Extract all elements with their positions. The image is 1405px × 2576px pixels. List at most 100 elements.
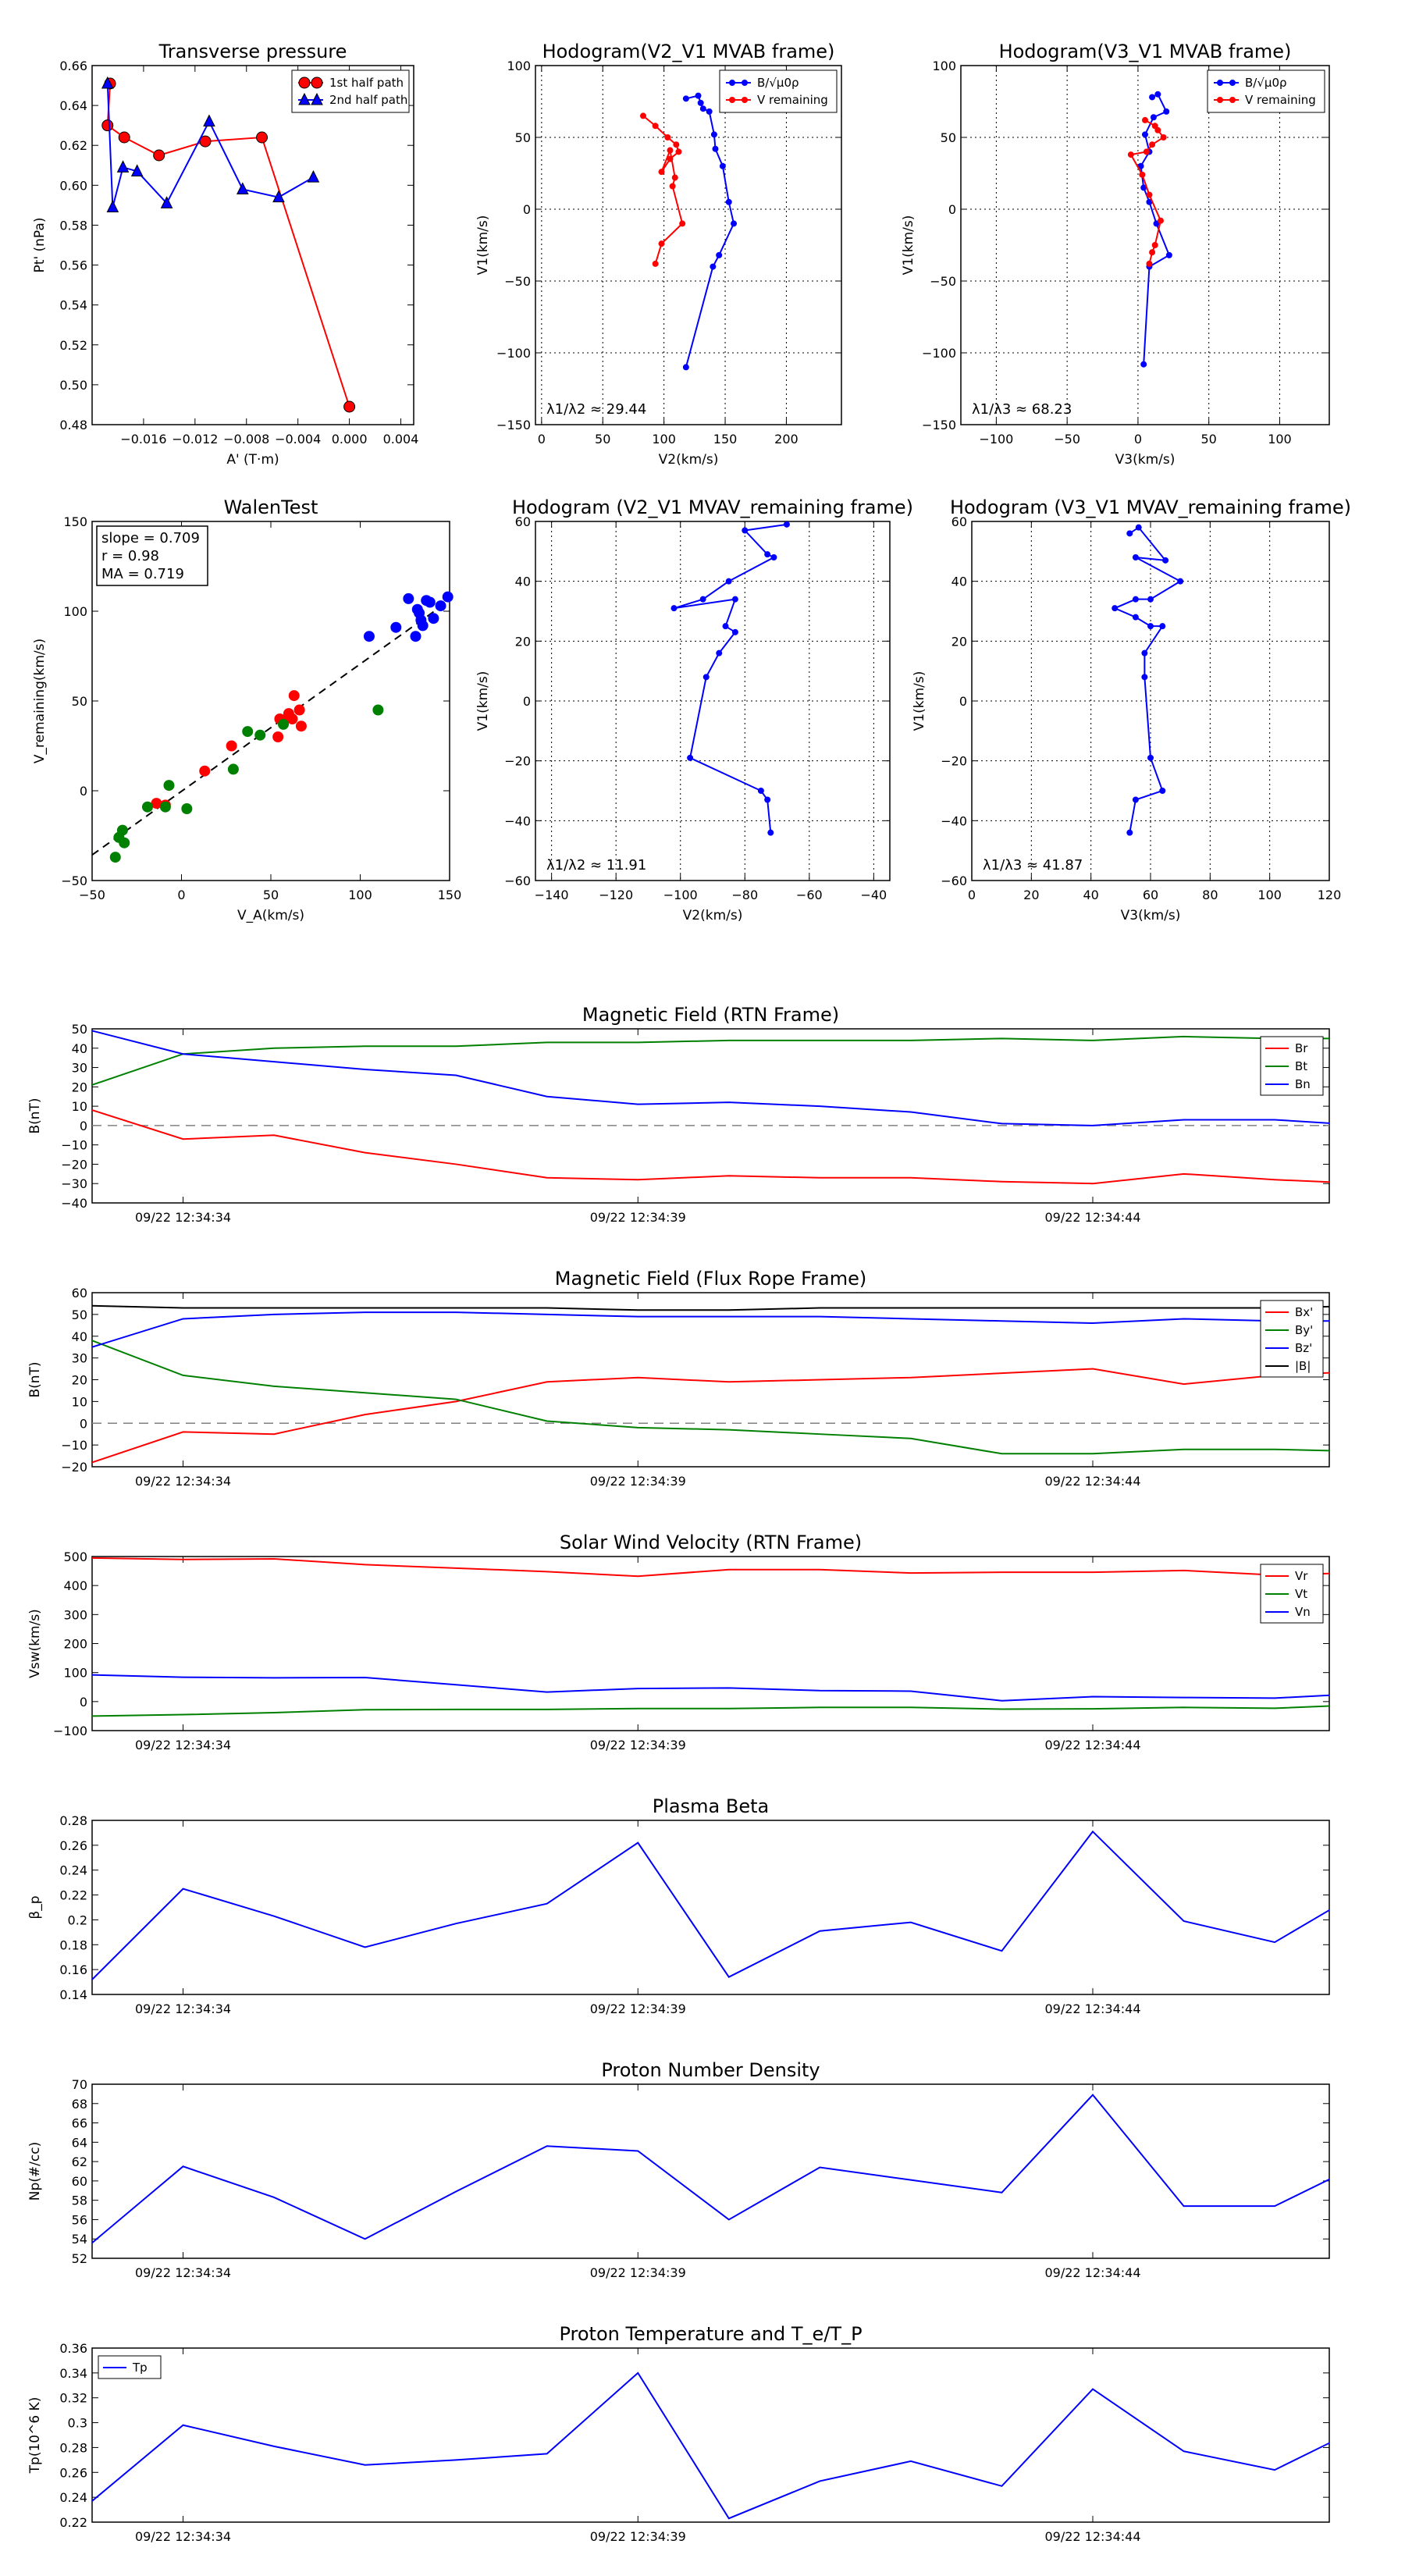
y-tick-label: 50 — [72, 1308, 87, 1322]
series-line — [92, 1830, 1329, 1980]
x-tick-label: 0 — [968, 888, 976, 902]
data-point — [1132, 796, 1139, 803]
y-tick-label: −150 — [496, 418, 531, 432]
data-point — [1149, 249, 1156, 256]
y-axis-label: Vsw(km/s) — [27, 1609, 43, 1678]
chart-title: Magnetic Field (Flux Rope Frame) — [555, 1268, 866, 1290]
y-tick-label: 0.24 — [59, 2490, 87, 2505]
y-tick-label: 60 — [515, 514, 531, 529]
data-point — [1132, 554, 1139, 560]
x-tick-label: 09/22 12:34:44 — [1044, 2265, 1140, 2280]
data-point — [770, 554, 777, 560]
x-tick-label: 09/22 12:34:44 — [1044, 2001, 1140, 2016]
chart-title: Proton Number Density — [601, 2059, 820, 2081]
y-tick-label: 68 — [72, 2097, 87, 2112]
data-point — [695, 92, 702, 99]
chart-title: Magnetic Field (RTN Frame) — [582, 1004, 839, 1026]
data-point — [1141, 674, 1148, 681]
data-point — [639, 112, 646, 119]
x-tick-label: 0 — [177, 888, 185, 902]
y-tick-label: 0.3 — [68, 2416, 87, 2431]
y-tick-label: 40 — [515, 575, 531, 589]
data-point — [1165, 251, 1172, 258]
legend: 1st half path 2nd half path — [291, 69, 410, 113]
data-point — [403, 592, 414, 604]
x-tick-label: −80 — [731, 888, 758, 902]
series-line — [92, 1557, 1329, 1578]
y-tick-label: 0.28 — [59, 2440, 87, 2455]
x-tick-label: 09/22 12:34:44 — [1044, 2529, 1140, 2544]
data-point — [343, 400, 356, 413]
legend-box — [1260, 1300, 1324, 1378]
y-tick-label: 10 — [72, 1099, 87, 1114]
y-axis-label: V1(km/s) — [475, 215, 491, 276]
y-tick-label: 0.18 — [59, 1937, 87, 1952]
data-point — [710, 263, 717, 270]
ratio-annotation: λ1/λ3 ≈ 68.23 — [972, 401, 1072, 418]
y-tick-label: −10 — [61, 1138, 87, 1153]
x-tick-label: 150 — [438, 888, 462, 902]
x-tick-label: 09/22 12:34:44 — [1044, 1474, 1140, 1489]
plot-frame — [91, 1292, 1330, 1468]
y-tick-label: 0 — [80, 1416, 87, 1431]
y-tick-label: −60 — [941, 873, 967, 888]
x-tick-label: 09/22 12:34:34 — [135, 2529, 231, 2544]
x-axis-label: V_A(km/s) — [237, 908, 304, 923]
data-point — [1149, 141, 1156, 148]
y-tick-label: 0.60 — [59, 178, 87, 193]
data-point — [390, 621, 402, 633]
series-line — [1112, 526, 1183, 833]
data-point — [1162, 557, 1169, 564]
y-tick-label: 0.34 — [59, 2366, 87, 2381]
data-point — [153, 149, 165, 162]
data-point — [410, 631, 422, 642]
y-tick-label: −20 — [504, 754, 531, 769]
plot-frame — [91, 2083, 1330, 2259]
stats-text: MA = 0.719 — [101, 566, 184, 582]
legend: B/√μ0ρ V remaining — [719, 69, 838, 113]
data-point — [272, 731, 284, 742]
data-point — [101, 76, 114, 89]
data-point — [729, 80, 735, 86]
series-line — [92, 1030, 1329, 1126]
y-tick-label: −100 — [496, 346, 531, 361]
data-point — [1160, 134, 1167, 141]
data-point — [1141, 649, 1148, 656]
series-line — [92, 1705, 1329, 1717]
y-tick-label: 400 — [63, 1578, 87, 1593]
chart-title: Transverse pressure — [158, 41, 347, 62]
data-point — [272, 190, 285, 203]
data-point — [199, 765, 211, 777]
y-tick-label: 70 — [72, 2077, 87, 2092]
y-tick-label: −60 — [504, 873, 531, 888]
series-line — [106, 83, 350, 407]
data-point — [311, 76, 323, 89]
data-point — [1142, 116, 1148, 123]
stats-text: slope = 0.709 — [101, 530, 200, 546]
data-point — [417, 620, 429, 632]
data-point — [141, 801, 153, 813]
y-tick-label: 62 — [72, 2154, 87, 2169]
data-point — [712, 145, 719, 152]
y-tick-label: 60 — [72, 1286, 87, 1300]
data-point — [116, 824, 128, 836]
data-point — [1147, 754, 1154, 761]
data-point — [702, 674, 710, 681]
data-point — [1146, 191, 1153, 198]
data-point — [1147, 596, 1154, 603]
x-tick-label: −100 — [979, 432, 1013, 447]
legend: Bx' By' Bz' |B| — [1260, 1300, 1324, 1378]
data-point — [652, 260, 659, 267]
y-tick-label: 0.62 — [59, 138, 87, 153]
y-tick-label: 0 — [523, 202, 531, 217]
legend-label: 2nd half path — [329, 93, 407, 107]
x-tick-label: 150 — [713, 432, 738, 447]
x-tick-label: −140 — [535, 888, 569, 902]
chart-tp: 0.48 0.50 0.52 0.54 0.56 0.58 0.60 0.62 0.64 0.66… — [32, 41, 418, 468]
y-tick-label: 40 — [72, 1041, 87, 1056]
data-point — [203, 114, 215, 127]
x-tick-label: 09/22 12:34:44 — [1044, 1738, 1140, 1752]
data-point — [1147, 623, 1154, 630]
y-axis-label: Np(#/cc) — [27, 2142, 43, 2201]
series-group — [92, 1304, 1329, 1464]
